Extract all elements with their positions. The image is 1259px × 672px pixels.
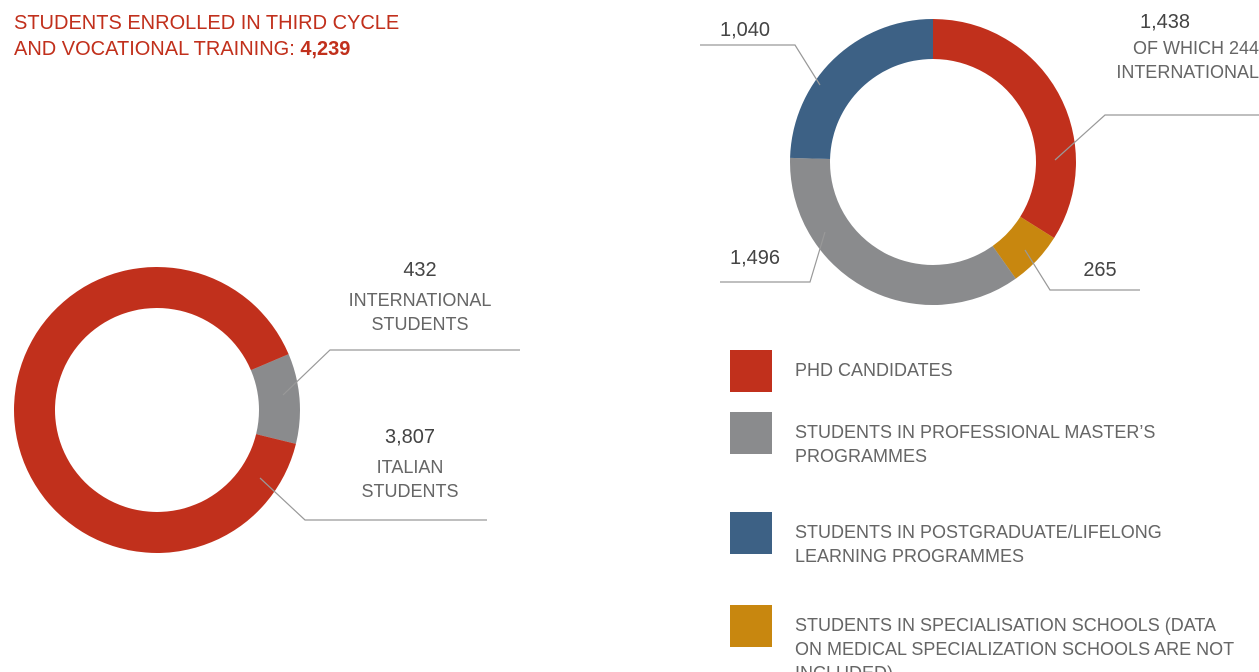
leader-line [282,349,520,396]
legend-swatch [730,350,772,392]
total: 4,239 [300,38,351,60]
leader-line [1054,114,1259,161]
legend-swatch [730,412,772,454]
value-label: 1,438 [1139,11,1191,33]
donut-segment [933,19,1077,239]
donut-segment [790,157,1016,305]
value-label: 1,040 [719,19,771,41]
value-label: 1,496 [729,247,781,269]
value-label: 3,807 [384,426,436,448]
donut-segment [250,354,300,444]
leader-line [720,231,826,283]
value-label: 432 [403,259,437,281]
category-label: ITALIAN STUDENTS [361,457,459,501]
category-label: INTERNATIONAL STUDENTS [348,290,492,334]
title: STUDENTS ENROLLED IN THIRD CYCLE AND VOC… [14,10,444,62]
legend-label: PHD CANDIDATES [795,360,953,380]
donut-segment [992,216,1055,279]
legend-label: STUDENTS IN PROFESSIONAL MASTER’S PROGRA… [795,422,1156,466]
legend-label: STUDENTS IN SPECIALISATION SCHOOLS (DATA… [795,615,1234,672]
legend-swatch [730,512,772,554]
title-text: STUDENTS ENROLLED IN THIRD CYCLE AND VOC… [14,12,400,60]
legend-label: STUDENTS IN POSTGRADUATE/LIFELONG LEARNI… [795,522,1162,566]
donut-segment [13,267,296,554]
leader-line [1024,249,1140,291]
donut-segment [790,19,933,159]
legend-swatch [730,605,772,647]
leader-line [700,44,821,86]
leader-line [259,477,487,521]
value-label: 265 [1083,259,1117,281]
annotation: OF WHICH 244 INTERNATIONAL [1116,38,1259,82]
